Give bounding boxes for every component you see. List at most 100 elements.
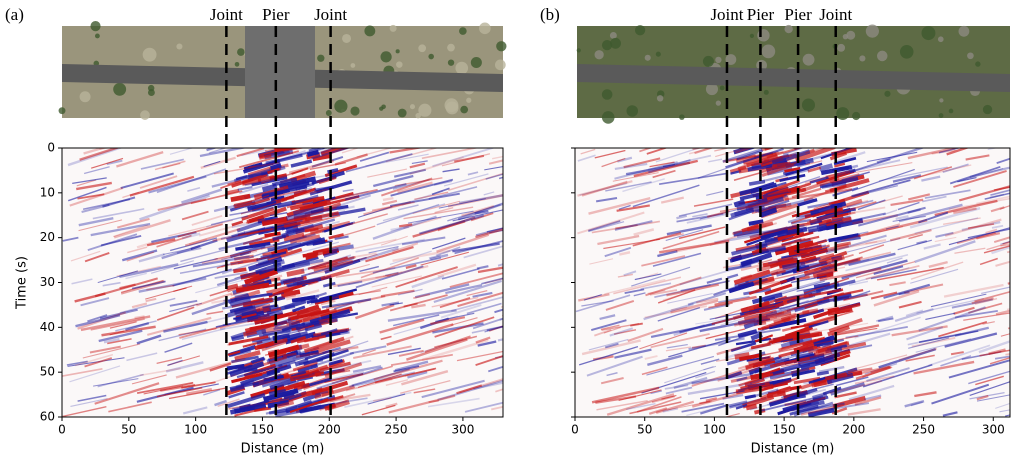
texture-stripe [743, 318, 763, 330]
texture-stripe [127, 246, 148, 254]
texture-stripe [306, 255, 319, 260]
texture-stripe [264, 148, 292, 152]
texture-stripe [737, 362, 755, 370]
texture-stripe [372, 397, 392, 402]
texture-stripe [713, 282, 746, 296]
texture-stripe [249, 241, 297, 259]
texture-stripe [241, 313, 257, 319]
texture-stripe [308, 148, 323, 152]
texture-stripe [728, 400, 748, 408]
texture-stripe [295, 304, 320, 316]
texture-stripe [781, 231, 814, 243]
texture-stripe [691, 372, 753, 385]
y-tick-label: 0 [47, 141, 55, 155]
texture-stripe [472, 317, 503, 330]
texture-stripe [828, 317, 863, 333]
texture-stripe [854, 375, 895, 385]
texture-stripe [413, 293, 431, 300]
texture-stripe [235, 282, 270, 293]
texture-stripe [229, 297, 252, 307]
texture-stripe [734, 352, 750, 360]
texture-stripe [878, 166, 948, 182]
texture-stripe [943, 217, 981, 225]
texture-stripe [344, 183, 407, 201]
heatmap-texture [575, 148, 1010, 417]
texture-stripe [780, 360, 815, 368]
texture-stripe [976, 195, 1010, 205]
texture-stripe [848, 384, 895, 401]
texture-stripe [158, 328, 207, 342]
texture-stripe [612, 172, 659, 182]
texture-stripe [827, 307, 840, 314]
texture-stripe [798, 260, 838, 273]
texture-stripe [226, 364, 253, 375]
texture-stripe [746, 159, 770, 168]
texture-stripe [586, 355, 643, 377]
texture-stripe [322, 221, 356, 233]
texture-stripe [846, 237, 901, 253]
texture-stripe [876, 148, 925, 164]
texture-stripe [580, 148, 596, 155]
texture-stripe [790, 274, 805, 281]
texture-stripe [809, 246, 829, 254]
texture-stripe [777, 219, 843, 237]
texture-stripe [789, 337, 813, 347]
texture-stripe [605, 299, 635, 311]
texture-stripe [286, 198, 317, 209]
texture-stripe [145, 297, 157, 303]
texture-stripe [498, 176, 503, 180]
texture-stripe [290, 308, 330, 321]
texture-stripe [935, 231, 954, 238]
texture-stripe [345, 213, 388, 227]
texture-stripe [225, 283, 239, 291]
aerial-tree [939, 98, 944, 103]
texture-stripe [953, 306, 975, 315]
texture-stripe [382, 203, 446, 222]
texture-stripe [267, 247, 303, 262]
x-tick-label: 250 [912, 423, 935, 437]
texture-stripe [236, 194, 270, 207]
aerial-tree [749, 33, 755, 38]
texture-stripe [334, 153, 368, 166]
texture-stripe [957, 177, 977, 183]
texture-stripe [833, 156, 857, 166]
texture-stripe [283, 392, 295, 400]
texture-stripe [241, 206, 275, 221]
x-tick-label: 50 [121, 423, 136, 437]
texture-stripe [220, 180, 242, 190]
aerial-tree [113, 82, 127, 96]
texture-stripe [789, 404, 819, 416]
texture-stripe [228, 391, 245, 399]
texture-stripe [89, 345, 121, 354]
texture-stripe [303, 336, 345, 353]
texture-stripe [595, 197, 618, 203]
texture-stripe [648, 154, 712, 171]
texture-stripe [156, 387, 203, 398]
texture-stripe [322, 281, 336, 288]
texture-stripe [371, 275, 422, 288]
texture-stripe [813, 201, 836, 210]
texture-stripe [722, 394, 744, 400]
texture-stripe [629, 401, 682, 415]
texture-stripe [948, 359, 1010, 379]
texture-stripe [109, 321, 137, 329]
texture-stripe [201, 249, 258, 265]
texture-stripe [847, 408, 881, 416]
texture-stripe [309, 308, 322, 317]
texture-stripe [484, 278, 503, 284]
texture-stripe [256, 305, 271, 315]
texture-stripe [434, 206, 454, 214]
texture-stripe [309, 289, 356, 306]
texture-stripe [397, 181, 433, 194]
texture-stripe [270, 162, 282, 171]
x-tick-label: 300 [982, 423, 1005, 437]
texture-stripe [790, 390, 802, 395]
texture-stripe [750, 181, 775, 192]
texture-stripe [312, 247, 330, 254]
texture-stripe [594, 328, 612, 337]
texture-stripe [744, 224, 767, 232]
texture-stripe [784, 188, 853, 201]
texture-stripe [312, 154, 331, 162]
texture-stripe [885, 225, 899, 230]
aerial-tree [350, 106, 360, 116]
